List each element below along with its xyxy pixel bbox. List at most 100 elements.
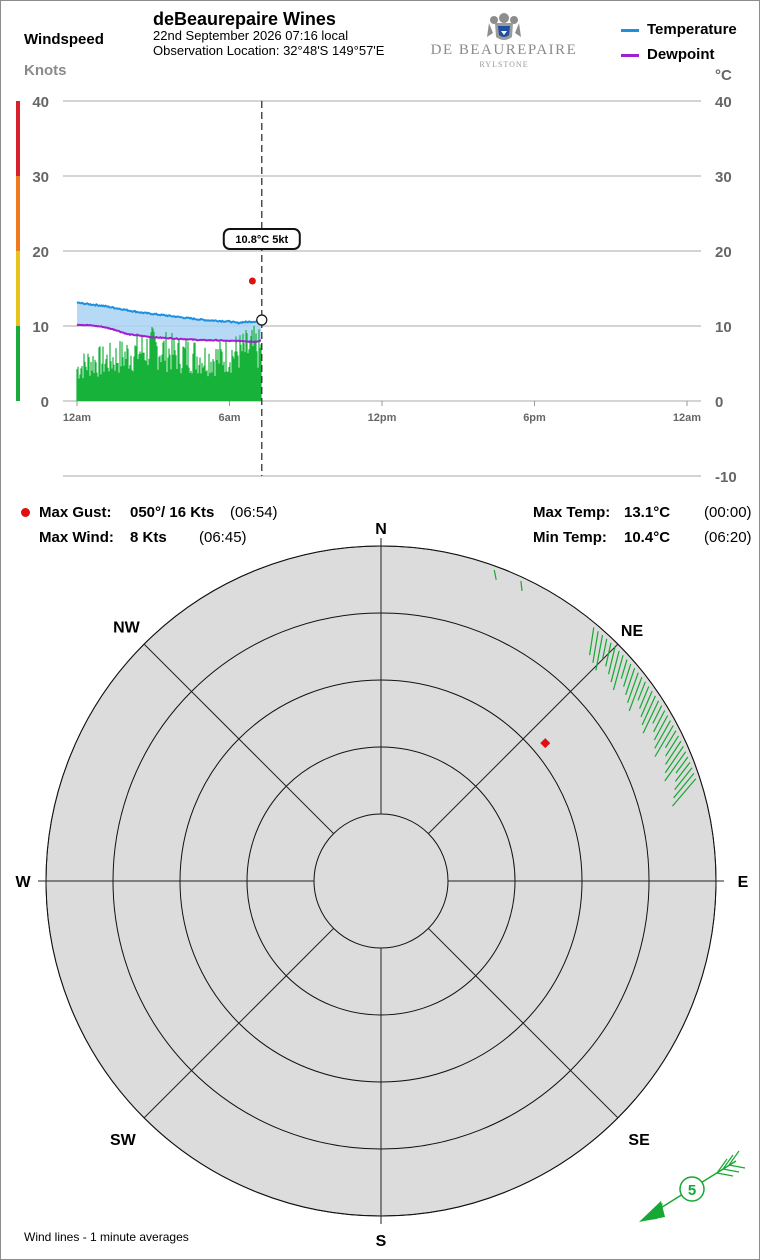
direction-spoke	[143, 643, 334, 834]
current-wind-arrow: 5	[639, 1150, 746, 1222]
date-time-line: 22nd September 2026 07:16 local	[153, 28, 349, 43]
station-title: deBeaurepaire Wines	[153, 9, 336, 29]
winery-logo: DE BEAUREPAIRE RYLSTONE	[431, 13, 578, 69]
wind-line	[673, 772, 695, 799]
wind-line	[665, 740, 682, 765]
compass-label-nw: NW	[113, 619, 141, 636]
wind-line	[639, 686, 650, 709]
knots-unit-label: Knots	[24, 62, 67, 79]
arrow-feather	[722, 1168, 740, 1173]
arrow-feather	[716, 1158, 728, 1174]
wind-line	[674, 767, 693, 791]
wind-line	[653, 715, 669, 741]
arrow-feather	[716, 1172, 734, 1177]
max-gust-label: Max Gust:	[39, 504, 112, 521]
windspeed-temperature-chart: -10 0 10 20 30 40 0 10 20 30 40 12am 6am 12pm 6pm 12am 1…	[16, 94, 737, 486]
wind-lines	[493, 569, 697, 807]
x-tick-label: 12pm	[368, 412, 397, 424]
x-tick-label: 6pm	[523, 412, 546, 424]
wind-line	[654, 725, 674, 757]
min-temp-value: 10.4°C	[624, 529, 671, 546]
windspeed-band	[16, 251, 20, 326]
wind-line	[626, 672, 639, 704]
compass-label-s: S	[376, 1233, 387, 1250]
compass-label-n: N	[375, 521, 387, 538]
max-gust-time: (06:54)	[230, 504, 278, 521]
x-tick-label: 6am	[218, 412, 240, 424]
wind-line	[605, 642, 612, 667]
logo-subtitle: RYLSTONE	[479, 60, 528, 69]
max-temp-value: 13.1°C	[624, 504, 671, 521]
gust-dot-icon	[21, 508, 30, 517]
max-wind-label: Max Wind:	[39, 529, 114, 546]
wind-line	[623, 663, 632, 687]
max-wind-time: (06:45)	[199, 529, 247, 546]
wind-line	[595, 634, 604, 671]
wind-line	[664, 751, 687, 782]
compass-label-sw: SW	[110, 1132, 137, 1149]
wind-line	[654, 720, 672, 749]
direction-spoke	[428, 928, 619, 1119]
logo-wordmark: DE BEAUREPAIRE	[431, 42, 578, 58]
wind-line	[640, 690, 653, 718]
x-tick-label: 12am	[63, 412, 91, 424]
wind-line	[620, 659, 628, 679]
arrow-feather	[728, 1164, 746, 1169]
compass-label-ne: NE	[621, 623, 644, 640]
temperature-line	[76, 301, 262, 325]
wind-line	[664, 746, 684, 774]
compass-label-w: W	[15, 874, 31, 891]
dewpoint-swatch	[621, 53, 639, 57]
left-axis-tick-label: 40	[32, 94, 49, 111]
left-axis-tick-label: 0	[41, 394, 49, 411]
dewpoint-line	[76, 323, 261, 344]
wind-line	[665, 735, 680, 757]
tooltip-box	[222, 228, 301, 250]
wind-line	[652, 705, 663, 724]
right-axis-tick-label: 10	[715, 319, 732, 336]
max-gust-value: 050°/ 16 Kts	[130, 504, 215, 521]
left-axis-tick-label: 30	[32, 169, 49, 186]
max-temp-label: Max Temp:	[533, 504, 611, 521]
wind-line	[520, 580, 523, 592]
wind-line	[653, 710, 666, 733]
right-axis-tick-label: 20	[715, 244, 732, 261]
arrow-head-fill	[639, 1201, 665, 1222]
max-temp-time: (00:00)	[704, 504, 752, 521]
wind-line	[625, 668, 636, 695]
wind-line	[674, 762, 691, 782]
left-axis-tick-label: 20	[32, 244, 49, 261]
legend-temperature: Temperature	[621, 21, 737, 38]
windspeed-area	[76, 325, 262, 401]
celsius-unit-label: °C	[715, 67, 732, 84]
windspeed-band	[16, 101, 20, 176]
direction-spoke	[428, 643, 619, 834]
wind-line	[493, 569, 497, 580]
compass-label-se: SE	[628, 1132, 650, 1149]
current-temp-marker	[256, 314, 268, 326]
max-wind-value: 8 Kts	[130, 529, 167, 546]
speed-badge	[679, 1176, 705, 1202]
footnote: Wind lines - 1 minute averages	[24, 1230, 189, 1244]
observation-location-line: Observation Location: 32°48'S 149°57'E	[153, 43, 385, 58]
right-axis-tick-label: 30	[715, 169, 732, 186]
wind-line	[628, 677, 643, 712]
wind-line	[675, 756, 689, 774]
wind-line	[641, 695, 656, 726]
wind-line	[589, 627, 595, 656]
arrow-feather	[722, 1154, 734, 1170]
wind-line	[637, 681, 646, 701]
wind-rose: N NE E SE S SW W NW 5	[15, 521, 748, 1250]
temperature-swatch	[621, 28, 639, 32]
arrow-feather	[728, 1150, 740, 1166]
gust-diamond	[540, 738, 551, 749]
wind-line	[642, 700, 660, 734]
wind-line	[671, 778, 697, 807]
wind-line	[592, 631, 599, 663]
windspeed-band	[16, 326, 20, 401]
windspeed-axis-title: Windspeed	[24, 31, 104, 48]
right-axis-tick-label: -10	[715, 469, 737, 486]
legend-dewpoint-label: Dewpoint	[647, 46, 715, 63]
min-temp-time: (06:20)	[704, 529, 752, 546]
